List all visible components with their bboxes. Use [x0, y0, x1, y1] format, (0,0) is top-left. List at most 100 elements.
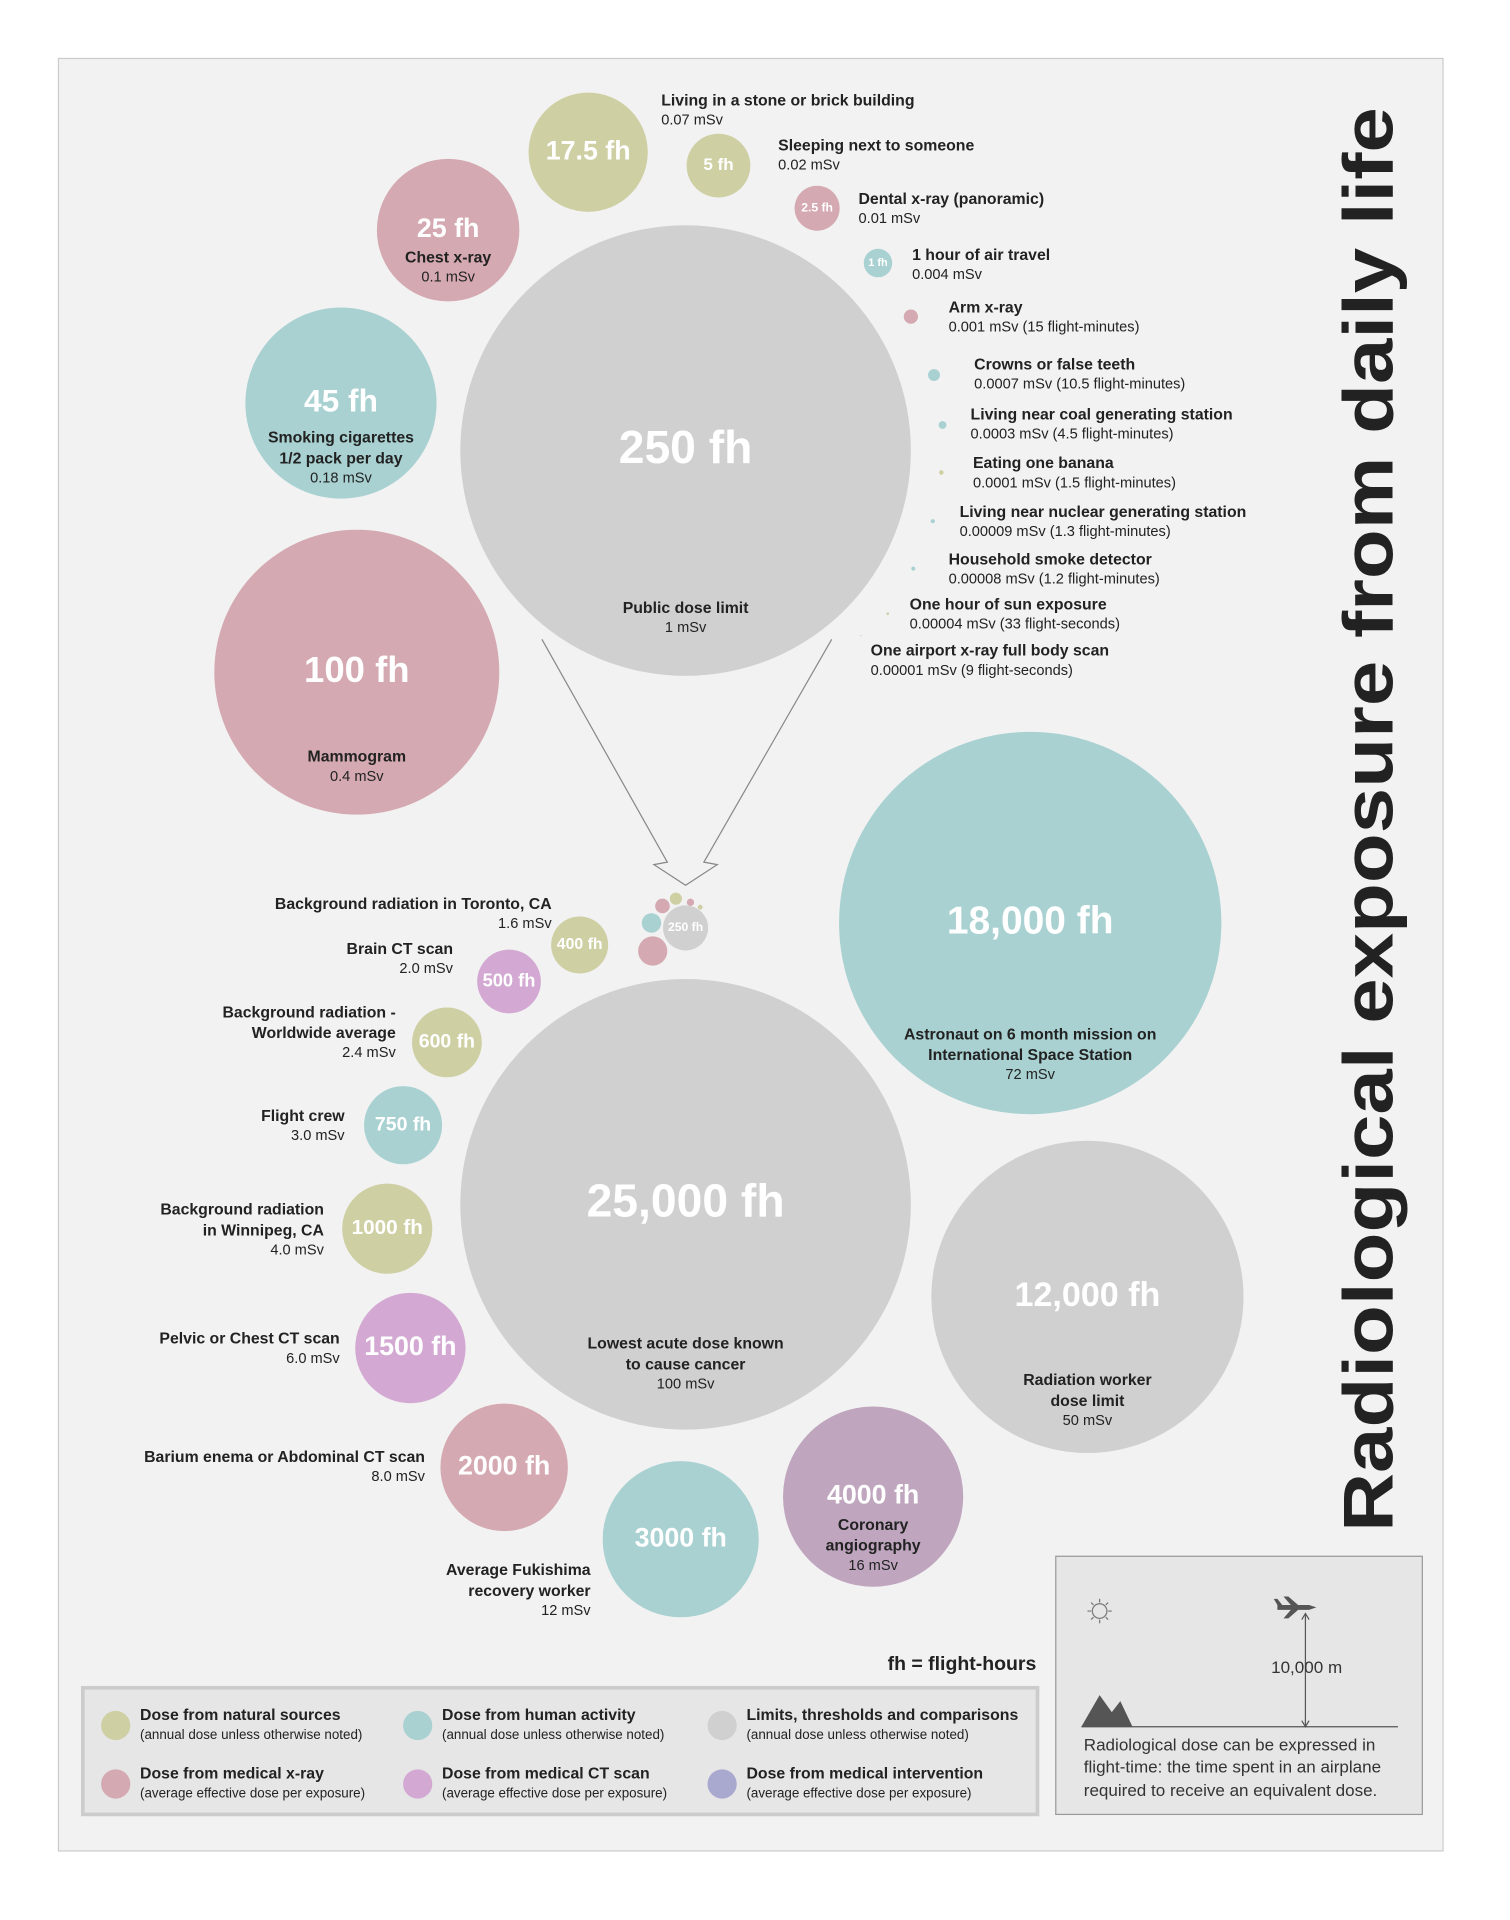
bubble-value-label: 2000 fh — [458, 1450, 550, 1480]
bubble — [783, 1406, 964, 1587]
bubble-dose: 12 mSv — [541, 1603, 591, 1619]
bubble-name: Chest x-ray — [405, 249, 491, 266]
bubble-name: Smoking cigarettes — [268, 430, 414, 447]
thumb-dot — [641, 913, 662, 933]
legend-name: Dose from human activity — [442, 1707, 636, 1724]
bubble-dose: 2.4 mSv — [342, 1045, 396, 1061]
bubble-value-label: 1500 fh — [364, 1331, 456, 1361]
bubble-name: Household smoke detector — [949, 551, 1152, 568]
bubble — [860, 634, 862, 637]
bubble-value-label: 25,000 fh — [587, 1175, 785, 1227]
bubble-value-label: 1 fh — [868, 257, 887, 269]
bubble — [245, 307, 437, 499]
bubble-dose: 1.6 mSv — [498, 916, 552, 932]
explainer: 10,000 m Radiological dose can be expres… — [1055, 1555, 1423, 1816]
bubble-value-label: 25 fh — [417, 213, 480, 243]
bubble-dose: 4.0 mSv — [270, 1242, 324, 1258]
bubble-name: Crowns or false teeth — [974, 357, 1135, 374]
legend-swatch — [707, 1769, 737, 1799]
bubble-dose: 0.01 mSv — [859, 211, 921, 227]
bubble-dose: 0.00009 mSv (1.3 flight-minutes) — [960, 524, 1171, 540]
bubble — [839, 731, 1222, 1115]
bubble-name: 1 hour of air travel — [912, 247, 1050, 264]
thumb-dot — [638, 936, 668, 966]
bubble — [794, 185, 840, 231]
bubble — [342, 1183, 433, 1274]
bubble-name: Background radiation in Toronto, CA — [275, 896, 552, 913]
thumb-dot — [655, 898, 670, 914]
bubble-name: Pelvic or Chest CT scan — [159, 1331, 339, 1348]
legend-note: (annual dose unless otherwise noted) — [442, 1727, 664, 1742]
bubble — [551, 916, 609, 974]
legend-note: (average effective dose per exposure) — [442, 1785, 667, 1800]
bubble-value-label: 100 fh — [304, 649, 410, 690]
bubble-dose: 0.0001 mSv (1.5 flight-minutes) — [973, 475, 1176, 491]
legend-name: Dose from medical CT scan — [442, 1765, 650, 1782]
bubble — [939, 470, 944, 475]
mountains — [1081, 1695, 1133, 1727]
explainer-box — [1055, 1555, 1423, 1816]
bubble — [686, 133, 751, 198]
bubble-value-label: 18,000 fh — [947, 899, 1114, 942]
bubble-name: Public dose limit — [623, 600, 749, 617]
bubble-name: One airport x-ray full body scan — [871, 643, 1109, 660]
bubble-name: Background radiation — [160, 1202, 324, 1219]
bubble — [355, 1292, 466, 1404]
bubble-name: International Space Station — [928, 1047, 1132, 1064]
bubble-dose: 72 mSv — [1005, 1067, 1055, 1083]
bubble — [364, 1086, 443, 1165]
bubble-dose: 0.00004 mSv (33 flight-seconds) — [910, 617, 1120, 633]
legend-name: Dose from natural sources — [140, 1707, 341, 1724]
thumb-dot — [669, 892, 682, 905]
bubble-name: Brain CT scan — [347, 941, 453, 958]
bubble — [886, 612, 890, 616]
sun-icon — [1087, 1598, 1112, 1624]
bubble-dose: 1 mSv — [665, 620, 707, 636]
bubble — [528, 92, 648, 212]
bubble-dose: 100 mSv — [657, 1376, 715, 1392]
bubble-value-label: 250 fh — [619, 421, 753, 473]
bubble-name: Radiation worker — [1023, 1372, 1151, 1389]
bubble-value-label: 1000 fh — [352, 1216, 423, 1239]
zoom-arrow — [541, 639, 833, 887]
bubble — [863, 248, 893, 278]
bubble — [376, 158, 520, 302]
legend-name: Dose from medical intervention — [746, 1765, 983, 1782]
legend-name: Dose from medical x-ray — [140, 1765, 324, 1782]
bubble-value-label: 400 fh — [557, 936, 603, 953]
thumb-dot — [686, 898, 695, 906]
legend-box — [80, 1685, 1040, 1817]
legend-note: (annual dose unless otherwise noted) — [140, 1727, 362, 1742]
bubble-name: Astronaut on 6 month mission on — [904, 1026, 1156, 1043]
explainer-text: required to receive an equivalent dose. — [1084, 1781, 1378, 1800]
bubble-name: Flight crew — [261, 1108, 345, 1125]
explainer-text: Radiological dose can be expressed in — [1084, 1736, 1376, 1755]
bubble — [602, 1461, 759, 1618]
bubble-dose: 0.18 mSv — [310, 470, 372, 486]
bubble-dose: 6.0 mSv — [286, 1351, 340, 1367]
bubble-value-label: 5 fh — [703, 155, 733, 174]
bubble-name: Living near coal generating station — [971, 406, 1233, 423]
bubble-name: angiography — [826, 1538, 921, 1555]
plane-icon — [1273, 1596, 1317, 1619]
bubble-dose: 0.0003 mSv (4.5 flight-minutes) — [971, 427, 1174, 443]
bubble-name: to cause cancer — [626, 1356, 746, 1373]
bubble-value-label: 750 fh — [375, 1113, 431, 1135]
bubble-name: Worldwide average — [252, 1025, 396, 1042]
bubble-value-label: 45 fh — [304, 382, 378, 418]
bubble-name: Dental x-ray (panoramic) — [859, 191, 1045, 208]
bubble — [663, 905, 709, 951]
bubble-name: Sleeping next to someone — [778, 137, 974, 154]
bubble-dose: 3.0 mSv — [291, 1128, 345, 1144]
bubble — [460, 225, 911, 676]
bubble — [460, 979, 911, 1430]
bubble-name: dose limit — [1050, 1393, 1125, 1410]
bubble-value-label: 500 fh — [483, 969, 536, 990]
legend-note: (average effective dose per exposure) — [746, 1785, 971, 1800]
bubble-dose: 0.4 mSv — [330, 769, 384, 785]
explainer-text: flight-time: the time spent in an airpla… — [1084, 1758, 1381, 1777]
bubble-dose: 0.004 mSv — [912, 267, 983, 283]
bubble — [930, 519, 935, 524]
